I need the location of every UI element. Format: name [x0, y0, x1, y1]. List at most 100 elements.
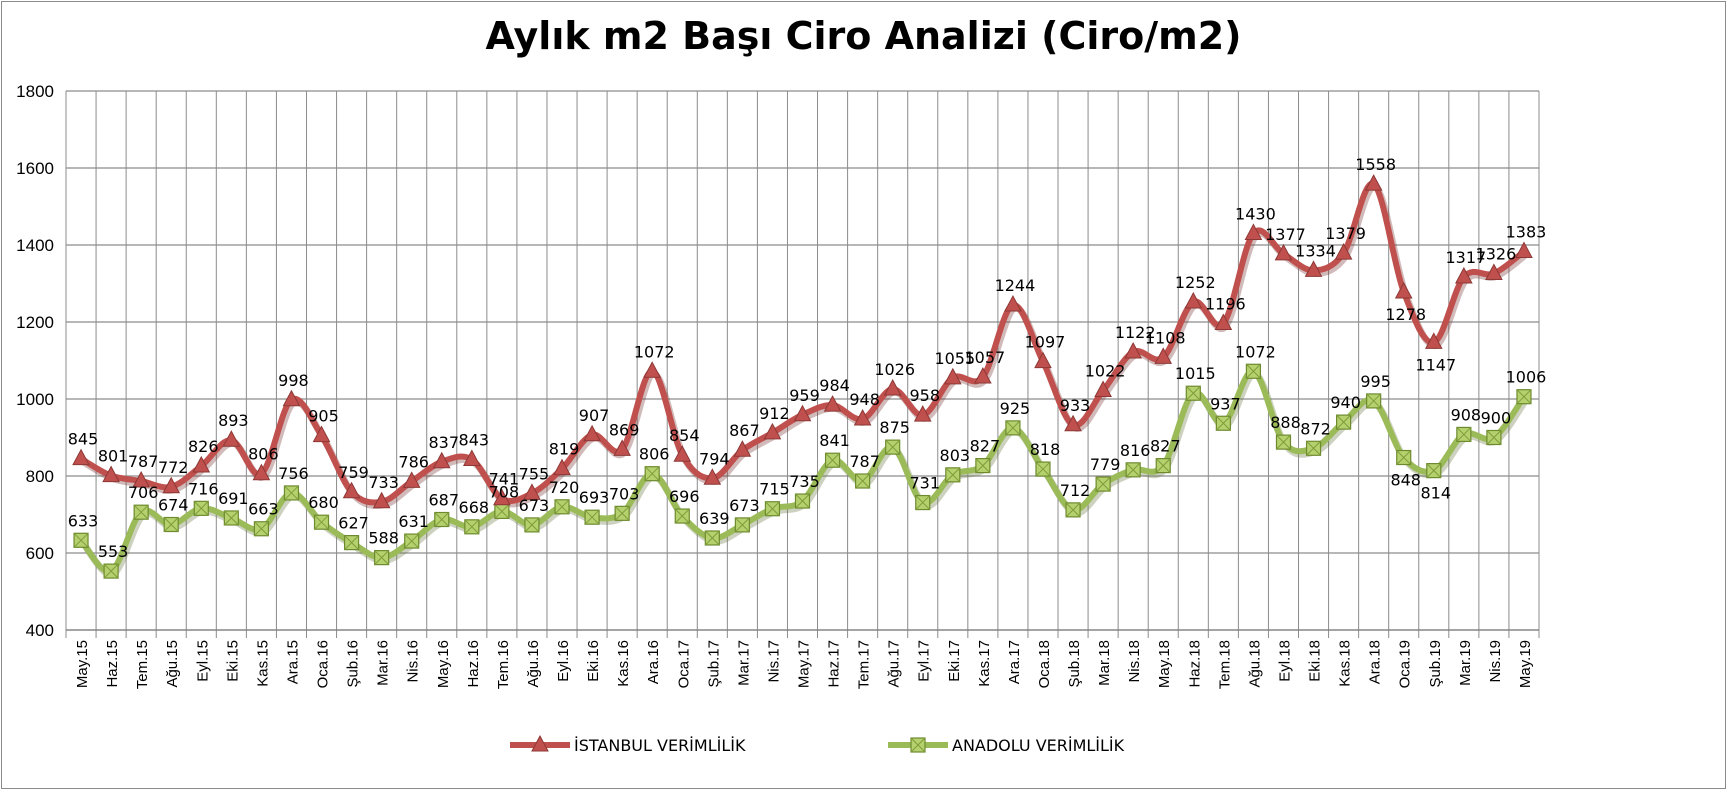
legend-marker-0 — [531, 734, 549, 752]
istanbul-data-label: 1055 — [934, 349, 975, 368]
anadolu-data-label: 925 — [1000, 399, 1031, 418]
istanbul-data-label: 1334 — [1295, 241, 1336, 260]
istanbul-data-label: 869 — [609, 420, 640, 439]
istanbul-data-label: 933 — [1060, 396, 1091, 415]
istanbul-point — [1214, 313, 1233, 331]
x-tick-label: Kas.16 — [615, 640, 632, 687]
anadolu-point-detail — [1185, 385, 1201, 401]
istanbul-data-label: 755 — [519, 464, 550, 483]
istanbul-point — [673, 445, 692, 462]
anadolu-point-detail — [765, 501, 780, 517]
anadolu-data-label: 663 — [248, 500, 279, 519]
anadolu-data-label: 875 — [879, 418, 910, 437]
anadolu-point-detail — [1396, 450, 1412, 465]
anadolu-point-detail — [284, 485, 299, 501]
anadolu-point-detail — [344, 535, 359, 550]
istanbul-data-label: 958 — [909, 386, 940, 405]
istanbul-point — [1304, 260, 1323, 277]
istanbul-data-label: 1097 — [1025, 333, 1066, 352]
anadolu-data-label: 668 — [459, 498, 490, 517]
istanbul-point — [342, 481, 361, 499]
istanbul-data-label: 1122 — [1115, 323, 1156, 342]
istanbul-point — [1424, 332, 1443, 349]
istanbul-data-label: 801 — [98, 447, 129, 466]
anadolu-data-label: 588 — [368, 529, 399, 548]
x-tick-label: Ağu.16 — [525, 640, 542, 688]
istanbul-data-label: 854 — [669, 426, 700, 445]
istanbul-point — [613, 439, 631, 456]
x-tick-label: Mar.16 — [375, 640, 392, 686]
anadolu-point-detail — [855, 473, 870, 489]
istanbul-data-label: 806 — [248, 445, 279, 464]
istanbul-data-label: 772 — [158, 458, 189, 477]
x-tick-label: Şub.18 — [1066, 640, 1083, 688]
anadolu-point-detail — [1486, 430, 1502, 445]
anadolu-point-detail — [1336, 414, 1351, 430]
anadolu-point-detail — [975, 458, 991, 473]
anadolu-point-detail — [73, 532, 89, 548]
anadolu-data-label: 627 — [338, 514, 369, 533]
istanbul-point — [553, 458, 571, 476]
anadolu-point-detail — [1216, 415, 1231, 431]
anadolu-point-detail — [554, 499, 570, 515]
anadolu-data-label: 787 — [849, 452, 880, 471]
istanbul-point — [733, 440, 752, 457]
anadolu-point-detail — [945, 467, 961, 483]
anadolu-point-detail — [1366, 393, 1382, 409]
x-tick-label: Haz.18 — [1186, 640, 1203, 688]
anadolu-data-label: 674 — [158, 496, 189, 515]
istanbul-data-label: 948 — [849, 390, 880, 409]
istanbul-point — [1485, 263, 1503, 280]
anadolu-data-label: 639 — [699, 509, 730, 528]
istanbul-data-label: 867 — [729, 421, 760, 440]
istanbul-point — [974, 366, 992, 384]
x-tick-label: May.17 — [796, 640, 813, 688]
anadolu-data-label: 937 — [1210, 394, 1241, 413]
y-tick-label: 1800 — [16, 82, 54, 101]
istanbul-data-label: 837 — [428, 433, 459, 452]
y-tick-label: 1400 — [16, 236, 54, 255]
anadolu-point-detail — [1065, 502, 1081, 518]
istanbul-point — [1455, 266, 1473, 284]
istanbul-point — [192, 455, 211, 473]
istanbul-point — [853, 408, 872, 426]
istanbul-point — [72, 448, 90, 466]
anadolu-data-label: 940 — [1330, 393, 1361, 412]
legend-label-0: İSTANBUL VERİMLİLİK — [574, 736, 746, 755]
istanbul-data-label: 893 — [218, 411, 249, 430]
anadolu-data-label: 816 — [1120, 441, 1151, 460]
istanbul-data-label: 1379 — [1325, 224, 1366, 243]
x-tick-label: Kas.17 — [976, 640, 993, 687]
istanbul-data-label: 845 — [68, 430, 99, 449]
istanbul-point — [493, 488, 511, 506]
anadolu-point-detail — [494, 504, 510, 519]
anadolu-data-label: 756 — [278, 464, 309, 483]
anadolu-data-label: 1072 — [1235, 342, 1276, 361]
anadolu-data-label: 1015 — [1175, 364, 1216, 383]
anadolu-point-detail — [524, 517, 540, 533]
x-tick-label: Mar.19 — [1457, 640, 1474, 686]
anadolu-point-detail — [825, 452, 840, 468]
anadolu-point-detail — [1095, 476, 1111, 492]
istanbul-data-label: 998 — [278, 371, 309, 390]
y-tick-label: 800 — [26, 467, 54, 486]
anadolu-data-label: 900 — [1481, 409, 1512, 428]
anadolu-point-detail — [1246, 363, 1261, 379]
anadolu-data-label: 779 — [1090, 455, 1121, 474]
x-tick-label: Nis.16 — [405, 640, 422, 683]
istanbul-point — [162, 476, 181, 494]
anadolu-data-label: 706 — [128, 483, 159, 502]
anadolu-data-label: 633 — [68, 511, 99, 530]
anadolu-point-detail — [1426, 463, 1442, 478]
anadolu-point-detail — [1125, 462, 1141, 478]
istanbul-point — [883, 378, 902, 396]
istanbul-data-label: 843 — [459, 430, 490, 449]
x-tick-label: Şub.16 — [345, 640, 362, 688]
x-tick-label: Eyl.17 — [916, 640, 933, 682]
anadolu-data-label: 806 — [639, 445, 670, 464]
x-tick-label: Kas.15 — [254, 640, 271, 687]
anadolu-data-label: 888 — [1270, 413, 1301, 432]
x-tick-label: Nis.17 — [765, 640, 782, 683]
x-tick-label: May.16 — [435, 640, 452, 688]
